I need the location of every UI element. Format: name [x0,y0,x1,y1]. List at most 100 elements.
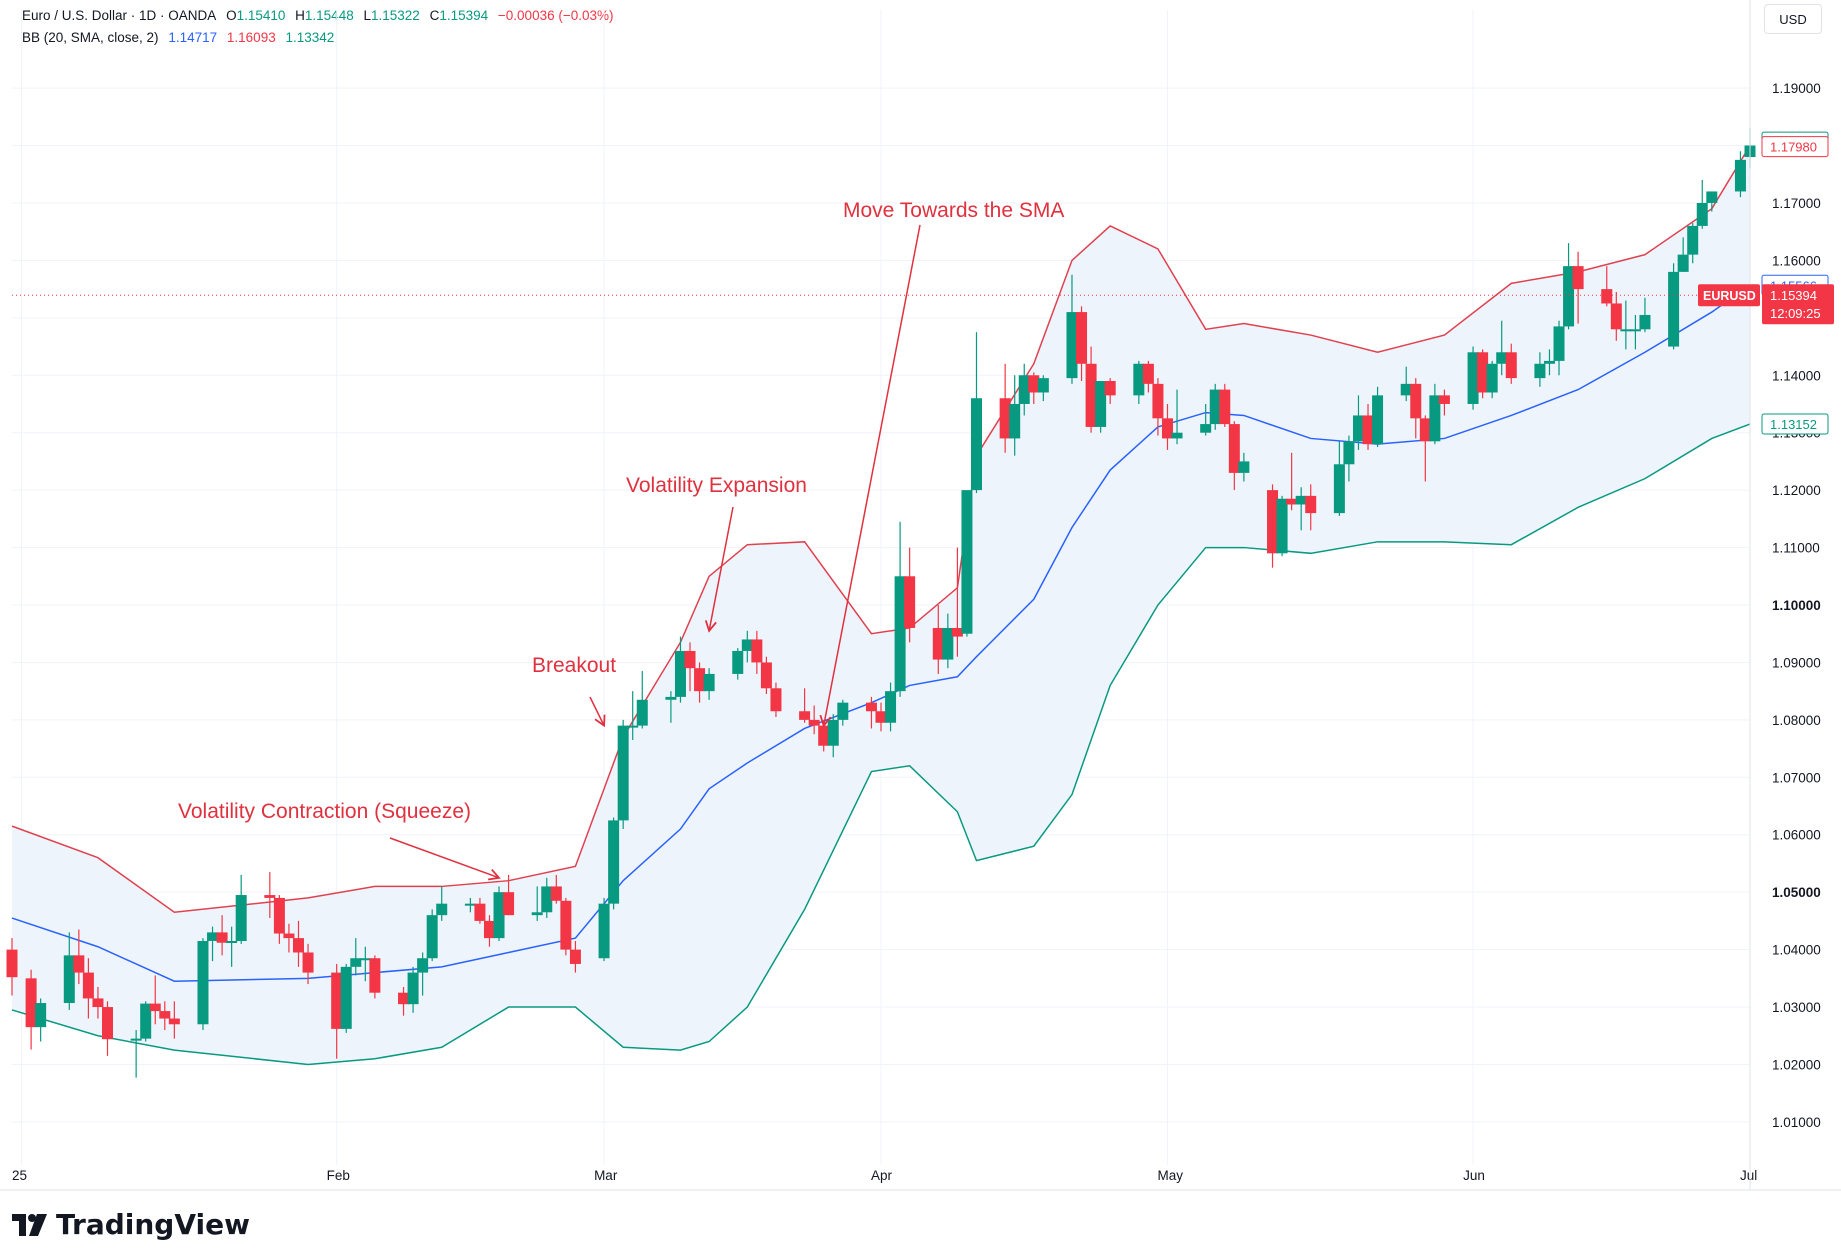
candle-body [1095,381,1107,427]
lower-band-line [11,423,1751,1066]
candle-body [1467,352,1479,404]
candle-body [617,725,629,821]
candle-body [1142,363,1154,384]
candle-body [1419,418,1431,442]
candle-body [999,398,1011,439]
last-price-text: 1.15394 [1770,288,1817,303]
candle-body [493,892,505,939]
candle-body [130,1038,142,1041]
x-tick-label: Mar [594,1168,618,1183]
y-tick-label: 1.06000 [1772,828,1821,843]
change-value: −0.00036 (−0.03%) [497,8,614,23]
candle-body [340,966,352,1029]
candle-body [359,958,371,961]
candle-body [875,711,887,723]
currency-button[interactable]: USD [1764,4,1822,34]
annotation-label: Move Towards the SMA [843,199,1064,222]
annotation-arrow-line [708,506,734,631]
annotation-arrow-head [488,868,501,881]
candle-body [1352,415,1364,442]
y-tick-label: 1.12000 [1772,483,1821,498]
candle-body [1276,498,1288,554]
candle-body [808,719,820,726]
candle-body [550,886,562,901]
candle-body [951,627,963,637]
candle-body [398,992,410,1005]
candle-body [1429,395,1441,442]
candle-body [331,972,343,1029]
y-tick-label: 1.01000 [1772,1115,1821,1130]
candle-body [35,1003,47,1028]
candle-body [684,650,696,669]
y-tick-label: 1.02000 [1772,1057,1821,1072]
candle-body [760,662,772,689]
candle-body [207,932,219,941]
candle-body [73,955,85,973]
candle-body [159,1011,171,1019]
price-tag-text: 1.17980 [1770,140,1817,155]
candle-body [865,702,877,712]
price-tag-box [1761,413,1829,435]
candle-body [1295,495,1307,505]
annotation-arrow-head [594,714,606,728]
candle-body [818,725,830,746]
candle-body [627,725,639,728]
y-tick-label: 1.17000 [1772,196,1821,211]
y-tick-label: 1.05000 [1772,885,1821,900]
candle-body [1572,266,1584,290]
x-tick-label: Jul [1740,1168,1757,1183]
candle-body [101,1007,113,1040]
candle-body [140,1003,152,1039]
y-tick-label: 1.08000 [1772,713,1821,728]
candle-body [1629,329,1641,332]
candle-body [665,696,677,700]
candle-body [1400,383,1412,396]
candle-body [1018,375,1030,404]
candle-body [1563,266,1575,327]
candle-body [894,576,906,692]
symbol-tag-box [1698,284,1760,307]
candle-body [942,627,954,660]
candle-body [674,650,686,697]
candle-body [1076,312,1088,364]
candle-body [1267,490,1279,554]
annotation-arrow-line [822,224,921,726]
candle-body [598,903,610,959]
candle-body [1362,415,1374,445]
y-tick-label: 1.19000 [1772,81,1821,96]
candle-body [961,490,973,634]
candle-body [1734,159,1746,192]
candle-body [92,998,104,1008]
candle-body [1668,271,1680,347]
candle-body [369,958,381,993]
candle-body [149,1003,161,1012]
candle-body [264,895,276,898]
candle-body [407,972,419,1005]
candle-body [1677,254,1689,272]
y-tick-label: 1.10000 [1772,598,1821,613]
candle-body [1477,352,1489,393]
candle-body [703,673,715,692]
candle-body [1610,303,1622,330]
candle-body [292,938,304,953]
bb-upper-value: 1.16093 [226,30,276,45]
high-value: 1.15448 [304,8,354,23]
candle-body [1209,389,1221,425]
indicator-legend[interactable]: BB (20, SMA, close, 2) 1.14717 1.16093 1… [22,30,340,45]
candle-body [741,639,753,651]
candle-body [483,920,495,939]
candle-body [63,955,75,1004]
tradingview-logo[interactable]: TradingView [12,1208,250,1241]
ohlc-readout: O1.15410 H1.15448 L1.15322 C1.15394 −0.0… [226,8,614,23]
price-tag-text: 1.13152 [1770,417,1817,432]
x-tick-label: Feb [327,1168,350,1183]
band-fill [12,145,1750,1065]
chart-header-line-1: Euro / U.S. Dollar · 1D · OANDA O1.15410… [22,8,626,23]
candle-body [636,699,648,726]
candle-body [1410,383,1422,419]
candle-body [932,627,944,660]
candle-body [235,895,247,941]
candle-body [1639,314,1651,330]
symbol-title: Euro / U.S. Dollar · 1D · OANDA [22,8,217,23]
